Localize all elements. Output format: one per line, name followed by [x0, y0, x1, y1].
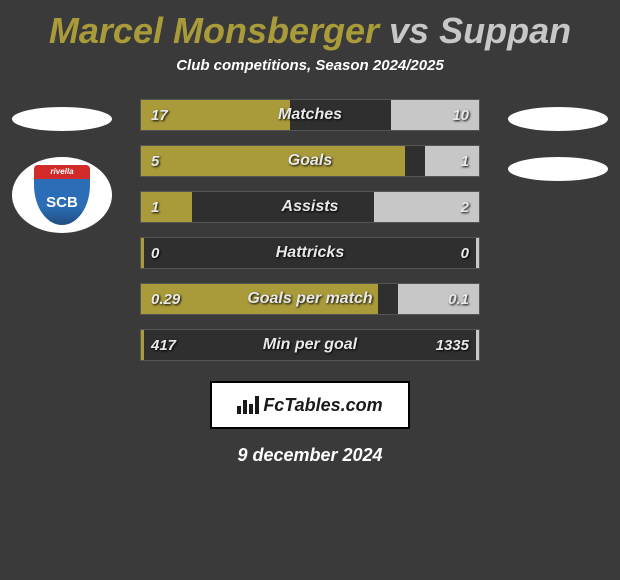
stat-value-right: 10 [452, 100, 469, 130]
footer-brand: FcTables.com [210, 381, 410, 429]
stat-value-right: 2 [461, 192, 469, 222]
stat-value-left: 17 [151, 100, 168, 130]
subtitle: Club competitions, Season 2024/2025 [0, 57, 620, 74]
stat-label: Min per goal [141, 330, 479, 360]
stat-value-right: 0 [461, 238, 469, 268]
stat-value-left: 1 [151, 192, 159, 222]
shield-main-text: SCB [34, 179, 90, 225]
stat-value-right: 1335 [436, 330, 469, 360]
stat-value-left: 0 [151, 238, 159, 268]
stat-label: Hattricks [141, 238, 479, 268]
chart-bars-icon [237, 396, 259, 414]
date-text: 9 december 2024 [0, 445, 620, 466]
stat-label: Goals per match [141, 284, 479, 314]
stat-value-right: 1 [461, 146, 469, 176]
stat-value-left: 5 [151, 146, 159, 176]
stat-value-left: 0.29 [151, 284, 180, 314]
stat-row: Assists1 2 [140, 191, 480, 223]
stat-row: Hattricks0 0 [140, 237, 480, 269]
stat-value-right: 0.1 [448, 284, 469, 314]
player2-placeholder-icon [508, 107, 608, 131]
comparison-title: Marcel Monsberger vs Suppan [0, 0, 620, 57]
club-shield-icon: rivella ELLA SC BREG SCB [34, 165, 90, 225]
content-area: rivella ELLA SC BREG SCB Matches1710Goal… [0, 99, 620, 361]
player1-name: Marcel Monsberger [49, 10, 379, 51]
stat-label: Matches [141, 100, 479, 130]
vs-text: vs [389, 10, 429, 51]
stat-label: Goals [141, 146, 479, 176]
player1-club-logo: rivella ELLA SC BREG SCB [12, 157, 112, 233]
player1-placeholder-icon [12, 107, 112, 131]
player2-name: Suppan [439, 10, 571, 51]
stat-label: Assists [141, 192, 479, 222]
stat-row: Goals5 1 [140, 145, 480, 177]
stat-value-left: 417 [151, 330, 176, 360]
stat-row: Min per goal417 1335 [140, 329, 480, 361]
stats-bars: Matches1710Goals51Assists12Hattricks00Go… [140, 99, 480, 361]
footer-brand-text: FcTables.com [263, 395, 382, 416]
player2-club-placeholder-icon [508, 157, 608, 181]
shield-top-text: rivella [34, 165, 90, 179]
stat-row: Matches17 10 [140, 99, 480, 131]
stat-row: Goals per match0.29 0.1 [140, 283, 480, 315]
